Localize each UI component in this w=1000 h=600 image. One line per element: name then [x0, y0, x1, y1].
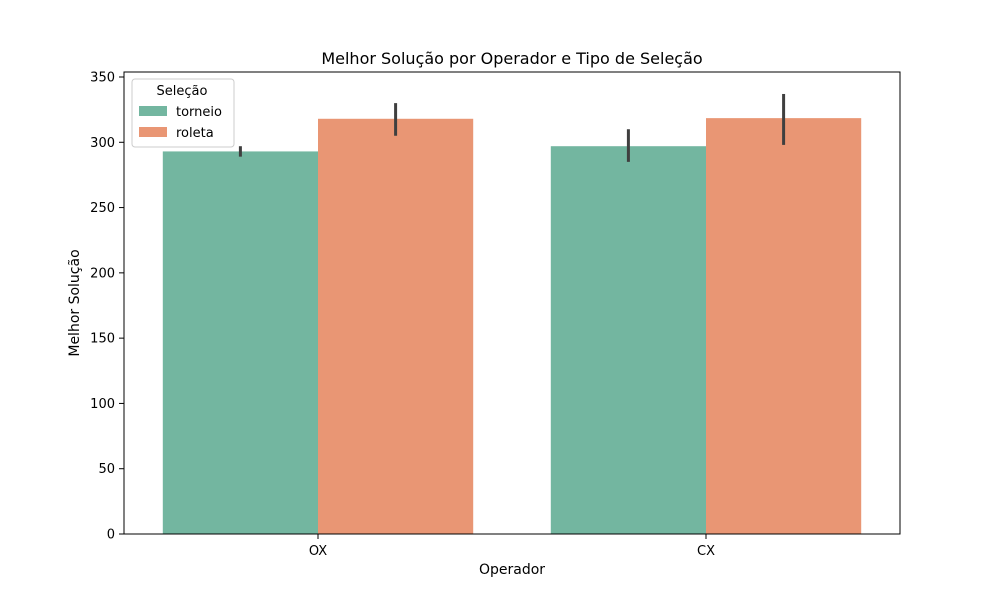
- chart-title: Melhor Solução por Operador e Tipo de Se…: [321, 49, 702, 68]
- legend: Seleção torneio roleta: [131, 78, 235, 148]
- y-tick-label: 50: [98, 462, 115, 477]
- error-bars-layer: [238, 93, 786, 162]
- legend-swatch-torneio: [139, 106, 167, 116]
- y-tick-label: 350: [90, 71, 115, 86]
- y-tick-label: 300: [90, 136, 115, 151]
- y-tick-label: 200: [90, 266, 115, 281]
- plot-frame: [123, 71, 901, 535]
- bar-roleta-cx: [706, 118, 862, 534]
- y-tick-label: 150: [90, 332, 115, 347]
- legend-label-torneio: torneio: [176, 105, 222, 120]
- bar-roleta-ox: [318, 118, 474, 534]
- y-tick-label: 250: [90, 201, 115, 216]
- legend-swatch-roleta: [139, 127, 167, 137]
- x-tick-label-ox: OX: [309, 544, 327, 559]
- y-axis-title: Melhor Solução: [67, 249, 83, 356]
- bars-layer: [162, 118, 862, 534]
- bar-torneio-ox: [162, 151, 318, 534]
- legend-label-roleta: roleta: [176, 126, 214, 141]
- y-tick-label: 0: [107, 528, 115, 543]
- x-axis-title: Operador: [479, 562, 545, 578]
- x-tick-label-cx: CX: [697, 544, 715, 559]
- y-tick-label: 100: [90, 397, 115, 412]
- legend-title: Seleção: [157, 84, 208, 99]
- y-axis: 0 50 100 150 200 250 300 350: [90, 71, 124, 543]
- bar-torneio-cx: [550, 146, 706, 534]
- x-axis: OX CX: [309, 534, 715, 559]
